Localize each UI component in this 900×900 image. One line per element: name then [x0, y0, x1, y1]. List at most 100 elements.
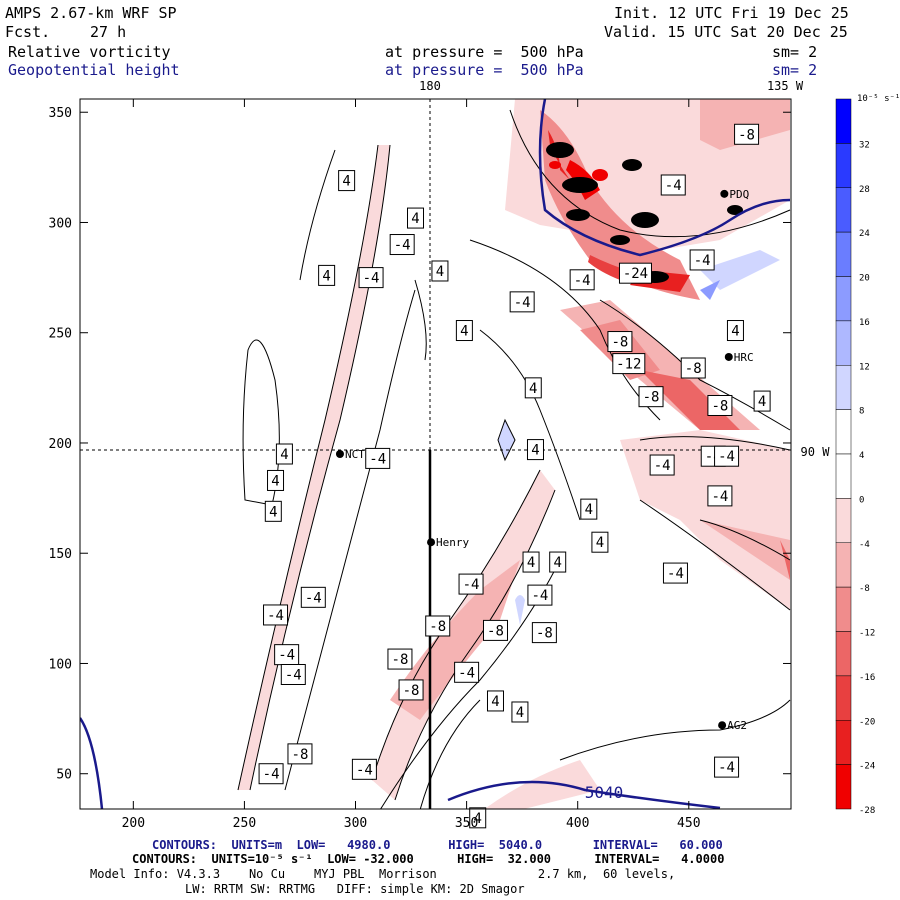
contour-label: -4 — [389, 234, 415, 256]
colorbar-tick-label: 24 — [859, 229, 870, 239]
svg-text:4: 4 — [585, 502, 593, 518]
svg-text:4: 4 — [527, 555, 535, 571]
contour-label: 4 — [275, 443, 293, 465]
contour-label: 4 — [580, 498, 598, 520]
contour-label: -4 — [351, 758, 377, 780]
svg-text:-4: -4 — [718, 760, 735, 776]
meridian-label-180: 180 — [419, 79, 441, 93]
y-tick-label: 150 — [49, 547, 72, 562]
contour-label: -4 — [662, 562, 688, 584]
contour-label: -4 — [274, 644, 300, 666]
colorbar-swatch — [835, 187, 852, 233]
contour-label: -4 — [527, 584, 553, 606]
x-tick-label: 200 — [122, 816, 145, 831]
contour-label: -4 — [280, 663, 306, 685]
colorbar-swatch — [835, 586, 852, 632]
height-contour-label: 5040 — [585, 783, 624, 802]
svg-text:-4: -4 — [394, 238, 411, 254]
colorbar-tick-label: -8 — [859, 584, 870, 594]
colorbar-tick-label: 20 — [859, 274, 870, 284]
svg-text:-4: -4 — [458, 665, 475, 681]
contour-label: -4 — [458, 573, 484, 595]
colorbar-tick-label: -20 — [859, 717, 875, 727]
valid-time: Valid. 15 UTC Sat 20 Dec 25 — [604, 23, 848, 41]
plot-frame — [79, 98, 792, 810]
colorbar-tick-label: 8 — [859, 407, 864, 417]
height-contour-info: CONTOURS: UNITS=m LOW= 4980.0 HIGH= 5040… — [152, 838, 723, 852]
contour-label: 4 — [318, 264, 336, 286]
y-tick-label: 50 — [56, 768, 72, 783]
colorbar-swatch — [835, 409, 852, 455]
colorbar-tick-label: 4 — [859, 451, 864, 461]
station-label: PDQ — [729, 188, 749, 201]
svg-text:4: 4 — [731, 324, 739, 340]
svg-text:-4: -4 — [665, 178, 682, 194]
colorbar-swatch — [835, 276, 852, 322]
svg-text:-4: -4 — [305, 590, 322, 606]
colorbar-swatch — [835, 320, 852, 366]
contour-label: -4 — [509, 291, 535, 313]
colorbar-tick-label: -24 — [859, 762, 875, 772]
svg-text:4: 4 — [758, 394, 766, 410]
contour-label: 4 — [469, 807, 487, 829]
colorbar-swatch — [835, 498, 852, 543]
contour-label: -4 — [454, 661, 480, 683]
contour-label: -4 — [365, 447, 391, 469]
svg-text:-8: -8 — [711, 398, 728, 414]
svg-text:4: 4 — [531, 443, 539, 459]
colorbar-tick-label: -12 — [859, 629, 875, 639]
svg-text:-4: -4 — [694, 253, 711, 269]
model-title: AMPS 2.67-km WRF SP — [5, 4, 177, 22]
svg-text:-4: -4 — [267, 608, 284, 624]
colorbar-swatch — [835, 98, 852, 144]
field2-smoothing: sm= 2 — [772, 61, 818, 79]
svg-text:-8: -8 — [403, 683, 420, 699]
colorbar-swatch — [835, 453, 852, 499]
svg-text:-4: -4 — [711, 489, 728, 505]
contour-label: -8 — [707, 394, 733, 416]
physics-info: LW: RRTM SW: RRTMG DIFF: simple KM: 2D S… — [185, 882, 525, 896]
x-tick-label: 450 — [677, 816, 700, 831]
svg-text:-8: -8 — [685, 361, 702, 377]
contour-label: -4 — [300, 586, 326, 608]
contour-label: -24 — [618, 262, 652, 284]
contour-label: 4 — [455, 320, 473, 342]
svg-text:-8: -8 — [487, 623, 504, 639]
svg-text:-4: -4 — [531, 588, 548, 604]
contour-label: -8 — [531, 622, 557, 644]
svg-text:-4: -4 — [263, 767, 280, 783]
contour-label: 4 — [338, 170, 356, 192]
forecast-hour: 27 h — [90, 23, 127, 41]
contour-label: 4 — [524, 377, 542, 399]
svg-text:-4: -4 — [356, 762, 373, 778]
svg-text:4: 4 — [411, 211, 419, 227]
contour-label: -8 — [398, 679, 424, 701]
svg-text:4: 4 — [322, 268, 330, 284]
contour-label: -4 — [258, 763, 284, 785]
station-label: HRC — [734, 351, 754, 364]
contour-label: 4 — [591, 531, 609, 553]
contour-label: -8 — [680, 357, 706, 379]
contour-label: -8 — [638, 386, 664, 408]
contour-label: 4 — [526, 439, 544, 461]
x-axis: 200 250 300 350 400 450 — [122, 99, 701, 831]
colorbar-tick-label: -28 — [859, 806, 875, 816]
colorbar-swatch — [835, 675, 852, 721]
y-tick-label: 300 — [49, 216, 72, 231]
colorbar-tick-label: 16 — [859, 318, 870, 328]
vorticity-contour-info: CONTOURS: UNITS=10⁻⁵ s⁻¹ LOW= -32.000 HI… — [132, 852, 725, 866]
svg-text:-4: -4 — [654, 458, 671, 474]
contour-label: 4 — [267, 469, 285, 491]
svg-text:4: 4 — [516, 705, 524, 721]
contour-label: -8 — [607, 331, 633, 353]
svg-text:-4: -4 — [574, 273, 591, 289]
meridian-label-90w: 90 W — [801, 445, 831, 459]
field2-name: Geopotential height — [8, 61, 180, 79]
x-tick-label: 400 — [566, 816, 589, 831]
colorbar-swatch — [835, 720, 852, 765]
station-marker — [427, 538, 436, 547]
svg-text:-8: -8 — [738, 127, 755, 143]
geopotential-height-contours — [80, 99, 791, 809]
